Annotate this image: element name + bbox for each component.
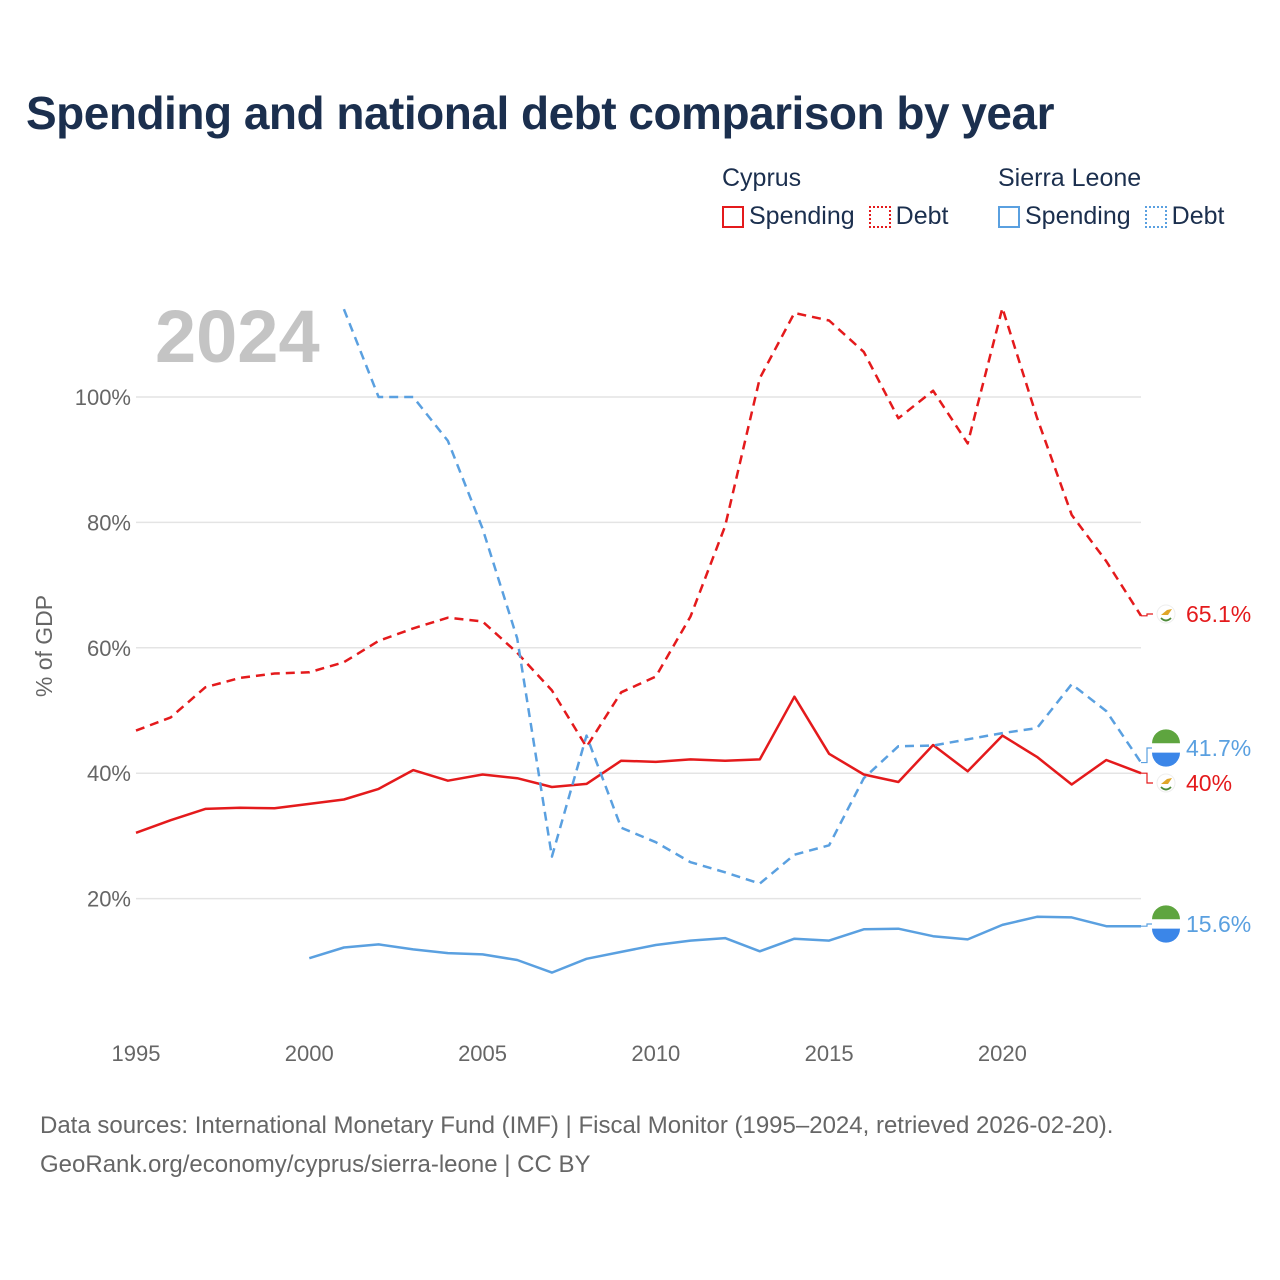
legend-swatch-dotted — [868, 205, 891, 228]
x-axis-ticks: 1995 2000 2005 2010 2015 2020 — [112, 1041, 1027, 1066]
y-tick-label: 80% — [87, 510, 131, 535]
legend-item-sierra-leone-debt[interactable]: Debt — [1144, 202, 1225, 231]
cyprus-spending-line — [135, 695, 1142, 834]
cyprus-flag-map — [1161, 609, 1172, 615]
legend-item-label: Spending — [1025, 202, 1131, 230]
year-watermark: 2024 — [155, 295, 320, 378]
legend-swatch-solid — [722, 205, 744, 228]
x-tick-label: 2005 — [458, 1041, 507, 1066]
sierra-leone-flag-green — [1152, 905, 1181, 920]
cyprus-debt-leader — [1141, 613, 1153, 617]
sierra-leone-spending-end-label: 15.6% — [1186, 911, 1251, 937]
y-axis-ticks: 20% 40% 60% 80% 100% — [75, 385, 131, 912]
x-tick-label: 2020 — [978, 1041, 1027, 1066]
sierra-leone-spending-leader — [1141, 923, 1153, 927]
x-tick-label: 2000 — [285, 1041, 334, 1066]
legend-item-sierra-leone-spending[interactable]: Spending — [998, 202, 1131, 231]
x-tick-label: 2010 — [631, 1041, 680, 1066]
sierra-leone-flag-blue — [1152, 752, 1180, 767]
chart-title: Spending and national debt comparison by… — [26, 87, 1055, 139]
grid — [136, 396, 1141, 900]
y-axis-label: % of GDP — [31, 595, 57, 697]
series-lines — [135, 306, 1143, 974]
y-tick-label: 100% — [75, 385, 131, 410]
y-tick-label: 40% — [87, 761, 131, 786]
legend-item-label: Debt — [1171, 202, 1225, 230]
legend-group-cyprus: Cyprus Spending Debt — [722, 160, 948, 231]
sierra-leone-spending-line — [308, 915, 1141, 974]
sierra-leone-flag-white — [1152, 919, 1180, 929]
y-tick-label: 60% — [87, 636, 131, 661]
sierra-leone-debt-end-label: 41.7% — [1186, 735, 1251, 761]
legend-swatch-solid — [998, 205, 1020, 228]
source-note: Data sources: International Monetary Fun… — [40, 1106, 1113, 1184]
x-tick-label: 2015 — [805, 1041, 854, 1066]
cyprus-spending-end-label: 40% — [1186, 770, 1232, 796]
legend-swatch-dotted — [1144, 205, 1167, 228]
x-tick-label: 1995 — [112, 1041, 161, 1066]
legend-item-cyprus-debt[interactable]: Debt — [868, 202, 949, 231]
cyprus-flag-branches — [1160, 617, 1172, 622]
legend-group-name: Cyprus — [722, 164, 802, 192]
cyprus-flag-branches — [1160, 786, 1172, 791]
y-tick-label: 20% — [87, 887, 131, 912]
end-labels: 40% 65.1% 15.6% 41.7% — [1141, 601, 1251, 943]
sierra-leone-debt-leader — [1141, 747, 1153, 764]
legend-group-sierra-leone: Sierra Leone Spending Debt — [998, 160, 1224, 231]
legend-item-cyprus-spending[interactable]: Spending — [722, 202, 855, 231]
legend-item-label: Debt — [895, 202, 949, 230]
source-line-2[interactable]: GeoRank.org/economy/cyprus/sierra-leone … — [40, 1151, 591, 1178]
sierra-leone-flag-white — [1152, 743, 1180, 753]
legend-group-name: Sierra Leone — [998, 164, 1142, 192]
source-line-1: Data sources: International Monetary Fun… — [40, 1112, 1114, 1139]
legend-item-label: Spending — [749, 202, 855, 230]
cyprus-debt-line — [135, 306, 1143, 749]
sierra-leone-flag-green — [1152, 729, 1181, 744]
cyprus-debt-end-label: 65.1% — [1186, 601, 1251, 627]
sierra-leone-debt-line — [342, 308, 1143, 885]
cyprus-flag-map — [1161, 778, 1172, 784]
sierra-leone-flag-blue — [1152, 928, 1180, 943]
cyprus-spending-leader — [1141, 772, 1153, 784]
